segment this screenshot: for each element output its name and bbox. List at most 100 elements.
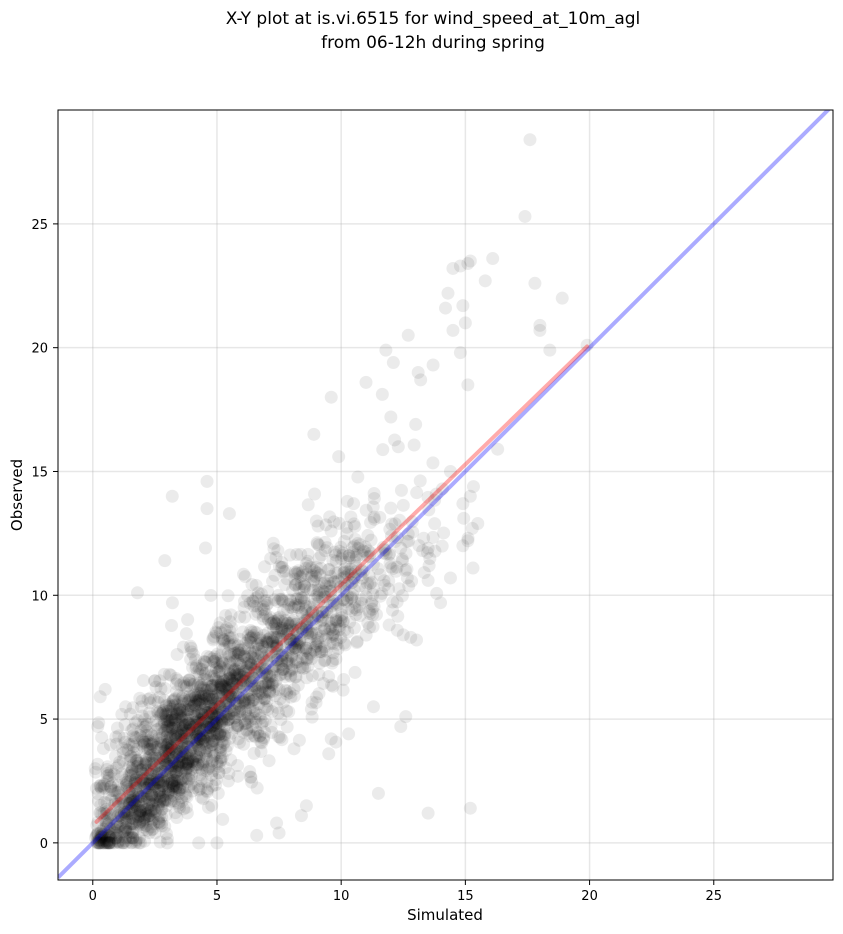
scatter-point [232,647,246,661]
scatter-point [176,695,190,709]
scatter-point [193,667,207,681]
scatter-point [227,664,241,678]
scatter-point [228,696,242,710]
chart-title-line-1: X-Y plot at is.vi.6515 for wind_speed_at… [226,9,641,29]
scatter-point [329,548,343,562]
scatter-point [157,793,171,807]
scatter-point [133,836,147,850]
scatter-point [211,786,225,800]
scatter-point [160,709,174,723]
scatter-point [134,804,148,818]
scatter-point [229,686,243,700]
scatter-point [341,602,355,616]
scatter-point [206,737,220,751]
scatter-point [344,567,358,581]
scatter-point [280,627,294,641]
scatter-point [304,570,318,584]
scatter-point [212,689,226,703]
scatter-point [114,792,128,806]
scatter-point [336,615,350,629]
scatter-point [136,776,150,790]
scatter-point [243,729,257,743]
scatter-point [378,578,392,592]
scatter-point [159,757,173,771]
scatter-point [127,746,141,760]
scatter-point [309,696,323,710]
scatter-point [166,754,180,768]
scatter-point [120,807,134,821]
scatter-point [246,693,260,707]
scatter-point [119,820,133,834]
scatter-point [201,800,215,814]
scatter-point [343,615,357,629]
scatter-point [200,474,214,488]
scatter-point [303,646,317,660]
scatter-point [189,693,203,707]
scatter-point [93,806,107,820]
scatter-point [378,544,392,558]
scatter-point [191,678,205,692]
scatter-point [289,653,303,667]
scatter-point [295,591,309,605]
scatter-point [195,737,209,751]
scatter-point [207,718,221,732]
scatter-point [133,691,147,705]
scatter-point [298,661,312,675]
scatter-point [347,539,361,553]
scatter-point [97,806,111,820]
scatter-point [177,679,191,693]
scatter-point [259,607,273,621]
scatter-point [410,633,424,647]
scatter-point [125,761,139,775]
scatter-point [93,831,107,845]
scatter-point [303,583,317,597]
scatter-point [227,646,241,660]
scatter-point [384,560,398,574]
scatter-point [209,715,223,729]
scatter-point [153,792,167,806]
scatter-point [231,648,245,662]
scatter-point [125,800,139,814]
scatter-point [159,784,173,798]
scatter-point [158,771,172,785]
scatter-point [119,821,133,835]
scatter-point [152,786,166,800]
scatter-point [161,780,175,794]
scatter-point [271,613,285,627]
scatter-point [210,727,224,741]
scatter-point [239,664,253,678]
scatter-point [192,676,206,690]
scatter-point [285,663,299,677]
scatter-point [158,794,172,808]
scatter-point [155,719,169,733]
scatter-point [160,757,174,771]
scatter-point [303,636,317,650]
scatter-point [247,671,261,685]
scatter-point [251,678,265,692]
scatter-point [235,658,249,672]
scatter-point [214,743,228,757]
scatter-point [158,708,172,722]
scatter-point [168,728,182,742]
scatter-point [133,729,147,743]
scatter-point [261,675,275,689]
scatter-point [126,805,140,819]
scatter-point [170,721,184,735]
scatter-point [461,534,475,548]
scatter-point [359,628,373,642]
scatter-point [162,783,176,797]
scatter-point [228,703,242,717]
scatter-point [232,691,246,705]
scatter-point [145,772,159,786]
scatter-point [217,661,231,675]
scatter-point [159,750,173,764]
scatter-point [192,750,206,764]
scatter-point [327,575,341,589]
scatter-point [178,745,192,759]
scatter-point [195,728,209,742]
scatter-point [131,753,145,767]
scatter-point [290,626,304,640]
scatter-point [142,777,156,791]
scatter-point [190,750,204,764]
scatter-point [256,661,270,675]
